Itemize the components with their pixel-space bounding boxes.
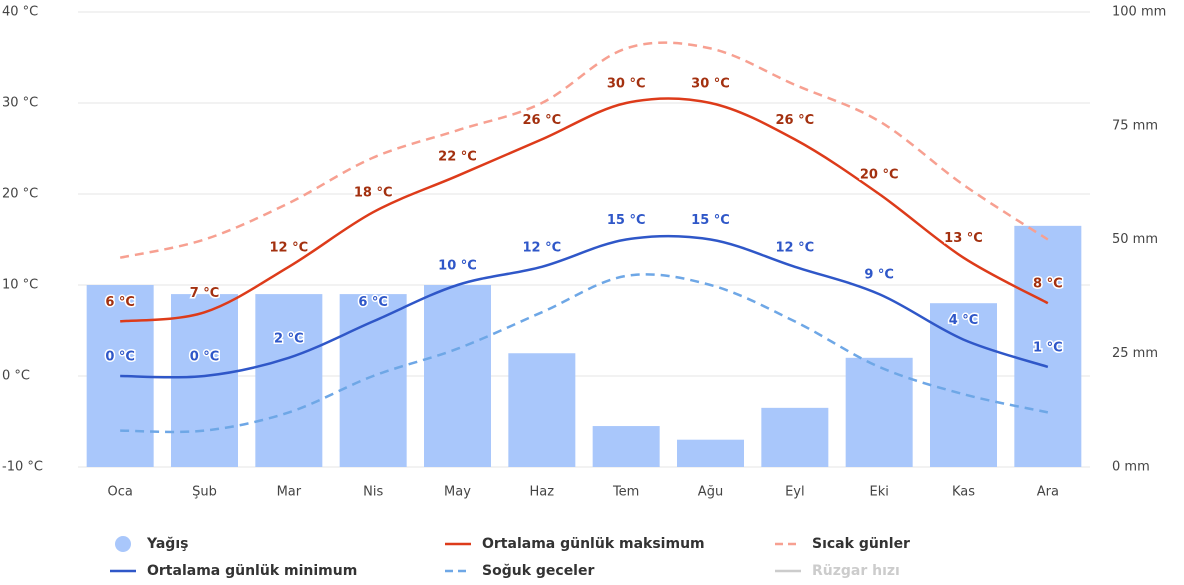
- legend-marker: [115, 536, 131, 552]
- precip-bar: [508, 353, 576, 467]
- y-tick-label: 40 °C: [2, 5, 38, 20]
- data-label: 30 °C: [607, 77, 646, 92]
- legend-label[interactable]: Sıcak günler: [812, 536, 910, 552]
- data-label: 26 °C: [522, 113, 561, 128]
- precip-bar: [930, 303, 997, 467]
- precip-bar: [255, 294, 323, 467]
- legend-label[interactable]: Yağış: [146, 536, 188, 552]
- x-tick-label: Haz: [530, 485, 555, 500]
- precip-bar: [339, 294, 407, 467]
- data-label: 12 °C: [775, 240, 814, 255]
- data-label: 0 °C: [190, 350, 220, 365]
- data-label: 15 °C: [607, 213, 646, 228]
- x-tick-label: Nis: [363, 485, 383, 500]
- precip-bar: [677, 439, 744, 467]
- legend-label[interactable]: Ortalama günlük minimum: [147, 563, 357, 579]
- data-label: 13 °C: [944, 231, 983, 246]
- data-label: 2 °C: [274, 331, 304, 346]
- y-tick-label: -10 °C: [2, 460, 43, 475]
- x-tick-label: Oca: [107, 485, 132, 500]
- precip-bar: [761, 407, 829, 467]
- data-label: 26 °C: [775, 113, 814, 128]
- data-label: 1 °C: [1033, 340, 1063, 355]
- data-label: 6 °C: [358, 295, 388, 310]
- data-label: 30 °C: [691, 77, 730, 92]
- x-tick-label: Tem: [612, 485, 639, 500]
- precip-bar: [171, 294, 238, 467]
- data-label: 7 °C: [190, 286, 220, 301]
- y-tick-label: 30 °C: [2, 96, 38, 111]
- precip-bar: [592, 426, 660, 467]
- dashed-line: [120, 273, 1049, 434]
- legend-label[interactable]: Ortalama günlük maksimum: [482, 536, 705, 552]
- x-tick-label: Eki: [869, 485, 888, 500]
- x-tick-label: Kas: [952, 485, 975, 500]
- line: [120, 97, 1049, 323]
- data-label: 18 °C: [354, 186, 393, 201]
- data-label: 8 °C: [1033, 277, 1063, 292]
- y-tick-label: 0 °C: [2, 369, 30, 384]
- x-tick-label: Mar: [277, 485, 302, 500]
- precip-bar: [845, 357, 913, 467]
- data-label: 9 °C: [864, 268, 894, 283]
- y2-tick-label: 50 mm: [1112, 232, 1158, 247]
- y2-tick-label: 100 mm: [1112, 5, 1166, 20]
- data-label: 20 °C: [860, 168, 899, 183]
- data-label: 22 °C: [438, 149, 477, 164]
- x-tick-label: Eyl: [785, 485, 805, 500]
- data-label: 12 °C: [522, 240, 561, 255]
- data-label: 12 °C: [269, 240, 308, 255]
- y-tick-label: 10 °C: [2, 278, 38, 293]
- data-label: 4 °C: [949, 313, 979, 328]
- data-label: 0 °C: [105, 350, 135, 365]
- precip-bar: [424, 285, 491, 467]
- y2-tick-label: 75 mm: [1112, 118, 1158, 133]
- dashed-line: [119, 41, 1049, 259]
- y-tick-label: 20 °C: [2, 187, 38, 202]
- x-tick-label: Ağu: [698, 485, 723, 500]
- x-tick-label: Şub: [192, 485, 217, 500]
- data-label: 10 °C: [438, 259, 477, 274]
- legend-label[interactable]: Rüzgar hızı: [812, 563, 900, 579]
- x-tick-label: Ara: [1037, 485, 1059, 500]
- x-tick-label: May: [444, 485, 471, 500]
- y2-tick-label: 0 mm: [1112, 460, 1150, 475]
- legend-label[interactable]: Soğuk geceler: [482, 563, 594, 579]
- precip-bar: [1014, 225, 1082, 467]
- data-label: 15 °C: [691, 213, 730, 228]
- data-label: 6 °C: [105, 295, 135, 310]
- y2-tick-label: 25 mm: [1112, 346, 1158, 361]
- line: [120, 234, 1049, 379]
